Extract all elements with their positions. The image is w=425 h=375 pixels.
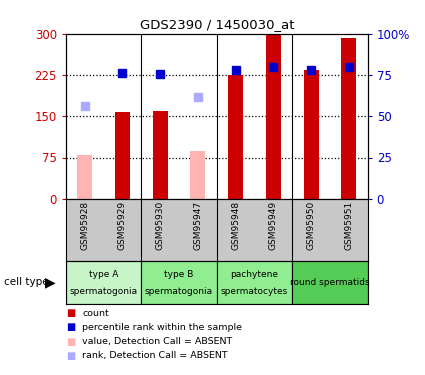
Text: type A: type A: [89, 270, 118, 279]
Bar: [217, 261, 292, 304]
Title: GDS2390 / 1450030_at: GDS2390 / 1450030_at: [139, 18, 294, 31]
Text: ■: ■: [66, 322, 75, 332]
Text: type B: type B: [164, 270, 194, 279]
Bar: [153, 111, 168, 199]
Text: rank, Detection Call = ABSENT: rank, Detection Call = ABSENT: [82, 351, 228, 360]
Bar: [341, 38, 356, 199]
Text: GSM95950: GSM95950: [306, 201, 315, 250]
Bar: [266, 35, 281, 199]
Text: GSM95929: GSM95929: [118, 201, 127, 250]
Bar: [190, 151, 205, 199]
Text: GSM95948: GSM95948: [231, 201, 240, 250]
Text: ■: ■: [66, 337, 75, 346]
Text: spermatogonia: spermatogonia: [145, 287, 213, 296]
Text: round spermatids: round spermatids: [290, 278, 370, 286]
Text: spermatogonia: spermatogonia: [70, 287, 138, 296]
Text: GSM95951: GSM95951: [344, 201, 353, 250]
Text: ■: ■: [66, 308, 75, 318]
Bar: [292, 261, 368, 304]
Text: percentile rank within the sample: percentile rank within the sample: [82, 323, 242, 332]
Text: GSM95930: GSM95930: [156, 201, 164, 250]
Bar: [228, 75, 243, 199]
Bar: [303, 69, 319, 199]
Text: GSM95949: GSM95949: [269, 201, 278, 250]
Bar: [77, 155, 92, 199]
Text: GSM95928: GSM95928: [80, 201, 89, 250]
Text: value, Detection Call = ABSENT: value, Detection Call = ABSENT: [82, 337, 232, 346]
Bar: [141, 261, 217, 304]
Text: pachytene: pachytene: [230, 270, 278, 279]
Bar: [66, 261, 141, 304]
Text: ■: ■: [66, 351, 75, 361]
Text: cell type: cell type: [4, 277, 49, 287]
Text: ▶: ▶: [45, 275, 55, 289]
Text: count: count: [82, 309, 109, 318]
Bar: [115, 112, 130, 199]
Text: GSM95947: GSM95947: [193, 201, 202, 250]
Text: spermatocytes: spermatocytes: [221, 287, 288, 296]
